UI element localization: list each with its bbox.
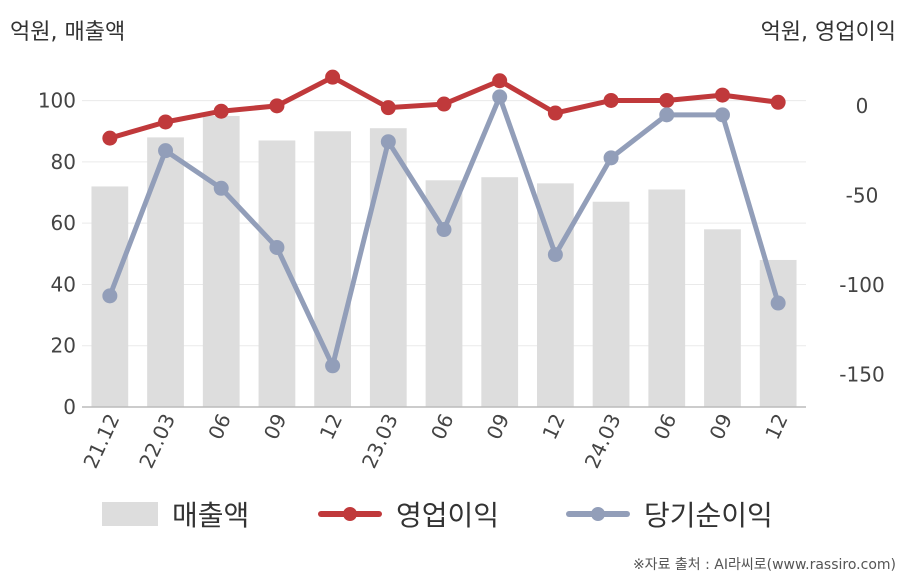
point-operating-profit <box>213 103 229 119</box>
point-net-income <box>436 222 452 238</box>
legend-item-net-income: 당기순이익 <box>566 492 773 536</box>
bar-revenue <box>648 189 686 407</box>
point-net-income <box>492 89 508 105</box>
x-tick-label: 09 <box>259 410 292 443</box>
bar-revenue <box>481 177 519 407</box>
point-operating-profit <box>325 69 341 85</box>
left-tick-label: 20 <box>51 334 76 358</box>
bar-layer <box>91 115 797 408</box>
point-operating-profit <box>102 130 118 146</box>
left-tick-label: 80 <box>51 150 76 174</box>
x-tick-label: 06 <box>649 410 682 443</box>
legend: 매출액 영업이익 당기순이익 <box>0 492 908 536</box>
point-operating-profit <box>770 94 786 110</box>
point-net-income <box>380 134 396 150</box>
point-net-income <box>325 358 341 374</box>
left-axis-title: 억원, 매출액 <box>10 20 126 45</box>
point-operating-profit <box>603 92 619 108</box>
point-operating-profit <box>436 96 452 112</box>
x-tick-label: 12 <box>537 410 570 443</box>
left-tick-label: 100 <box>38 89 76 113</box>
combo-chart: 0 20 40 60 80 100 0 -50 -100 -150 21.12 22.03 06 09 12… <box>38 69 885 472</box>
x-tick-label: 09 <box>482 410 515 443</box>
point-net-income <box>714 107 730 123</box>
legend-swatch-operating-profit <box>318 502 382 526</box>
point-net-income <box>269 239 285 255</box>
x-tick-label: 21.12 <box>78 410 124 472</box>
point-net-income <box>158 143 174 159</box>
point-operating-profit <box>269 98 285 114</box>
x-tick-label: 23.03 <box>357 410 403 472</box>
point-operating-profit <box>380 100 396 116</box>
right-tick-label: 0 <box>856 94 869 118</box>
x-tick-label: 06 <box>426 410 459 443</box>
bar-revenue <box>704 229 741 407</box>
point-operating-profit <box>659 92 675 108</box>
point-operating-profit <box>492 73 508 89</box>
x-tick-label: 12 <box>315 410 348 443</box>
source-note: ※자료 출처 : AI라씨로(www.rassiro.com) <box>632 557 896 573</box>
bar-revenue <box>425 180 463 407</box>
legend-swatch-revenue <box>102 502 158 526</box>
point-net-income <box>213 180 229 196</box>
right-tick-label: -150 <box>839 363 884 387</box>
x-tick-label: 12 <box>760 410 793 443</box>
legend-item-revenue: 매출액 <box>102 492 249 536</box>
point-net-income <box>547 247 563 263</box>
point-operating-profit <box>714 87 730 103</box>
bar-revenue <box>759 259 797 407</box>
x-tick-label: 24.03 <box>580 410 626 472</box>
legend-label-operating-profit: 영업이익 <box>396 499 500 532</box>
point-net-income <box>659 107 675 123</box>
point-net-income <box>770 295 786 311</box>
legend-swatch-net-income <box>566 502 630 526</box>
legend-item-operating-profit: 영업이익 <box>318 492 499 536</box>
point-operating-profit <box>158 114 174 130</box>
x-tick-label: 22.03 <box>134 410 180 472</box>
point-operating-profit <box>547 105 563 121</box>
bar-revenue <box>369 128 407 407</box>
x-tick-label: 09 <box>704 410 737 443</box>
legend-label-net-income: 당기순이익 <box>644 499 773 532</box>
left-tick-label: 0 <box>63 395 76 419</box>
left-tick-label: 60 <box>51 211 76 235</box>
point-net-income <box>102 288 118 304</box>
point-net-income <box>603 150 619 166</box>
right-axis-title: 억원, 영업이익 <box>760 20 896 45</box>
bar-revenue <box>592 201 630 407</box>
left-tick-label: 40 <box>51 272 76 296</box>
right-tick-label: -100 <box>839 273 884 297</box>
legend-label-revenue: 매출액 <box>172 499 250 532</box>
line-layer <box>102 69 786 374</box>
bar-revenue <box>202 115 240 408</box>
right-tick-label: -50 <box>846 183 879 207</box>
x-tick-label: 06 <box>203 410 236 443</box>
